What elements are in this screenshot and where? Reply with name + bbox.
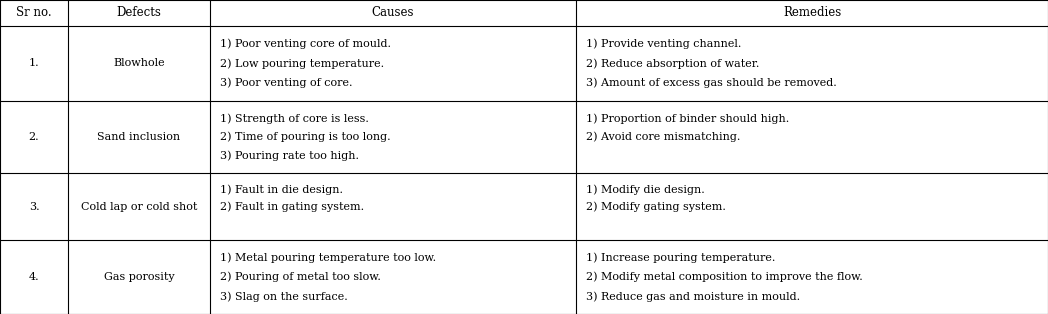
Text: 3) Slag on the surface.: 3) Slag on the surface.	[220, 291, 348, 302]
Text: 1) Proportion of binder should high.: 1) Proportion of binder should high.	[586, 113, 789, 124]
Text: 2) Avoid core mismatching.: 2) Avoid core mismatching.	[586, 132, 740, 142]
Text: 1) Fault in die design.: 1) Fault in die design.	[220, 184, 343, 195]
Text: 1) Strength of core is less.: 1) Strength of core is less.	[220, 113, 369, 124]
Text: 3) Pouring rate too high.: 3) Pouring rate too high.	[220, 150, 359, 161]
Text: 1) Poor venting core of mould.: 1) Poor venting core of mould.	[220, 39, 391, 49]
Text: 2) Fault in gating system.: 2) Fault in gating system.	[220, 201, 364, 212]
Text: 3) Poor venting of core.: 3) Poor venting of core.	[220, 78, 352, 89]
Text: 3) Amount of excess gas should be removed.: 3) Amount of excess gas should be remove…	[586, 78, 836, 89]
Text: Defects: Defects	[116, 7, 161, 19]
Text: Remedies: Remedies	[783, 7, 842, 19]
Text: 1) Increase pouring temperature.: 1) Increase pouring temperature.	[586, 252, 776, 263]
Text: 1) Provide venting channel.: 1) Provide venting channel.	[586, 39, 741, 49]
Text: Sr no.: Sr no.	[16, 7, 51, 19]
Text: Causes: Causes	[372, 7, 414, 19]
Text: 2) Modify gating system.: 2) Modify gating system.	[586, 201, 726, 212]
Text: 2) Low pouring temperature.: 2) Low pouring temperature.	[220, 58, 385, 69]
Text: 1.: 1.	[28, 58, 40, 68]
Text: Cold lap or cold shot: Cold lap or cold shot	[81, 202, 197, 212]
Text: Sand inclusion: Sand inclusion	[97, 132, 180, 142]
Text: 2) Time of pouring is too long.: 2) Time of pouring is too long.	[220, 132, 391, 142]
Text: 2.: 2.	[28, 132, 40, 142]
Text: 3) Reduce gas and moisture in mould.: 3) Reduce gas and moisture in mould.	[586, 291, 800, 302]
Text: 2) Pouring of metal too slow.: 2) Pouring of metal too slow.	[220, 272, 380, 282]
Text: 3.: 3.	[28, 202, 40, 212]
Text: 4.: 4.	[28, 272, 40, 282]
Text: 2) Reduce absorption of water.: 2) Reduce absorption of water.	[586, 58, 760, 69]
Text: 1) Modify die design.: 1) Modify die design.	[586, 184, 704, 195]
Text: Blowhole: Blowhole	[113, 58, 165, 68]
Text: 1) Metal pouring temperature too low.: 1) Metal pouring temperature too low.	[220, 252, 436, 263]
Text: Gas porosity: Gas porosity	[104, 272, 174, 282]
Text: 2) Modify metal composition to improve the flow.: 2) Modify metal composition to improve t…	[586, 272, 863, 282]
